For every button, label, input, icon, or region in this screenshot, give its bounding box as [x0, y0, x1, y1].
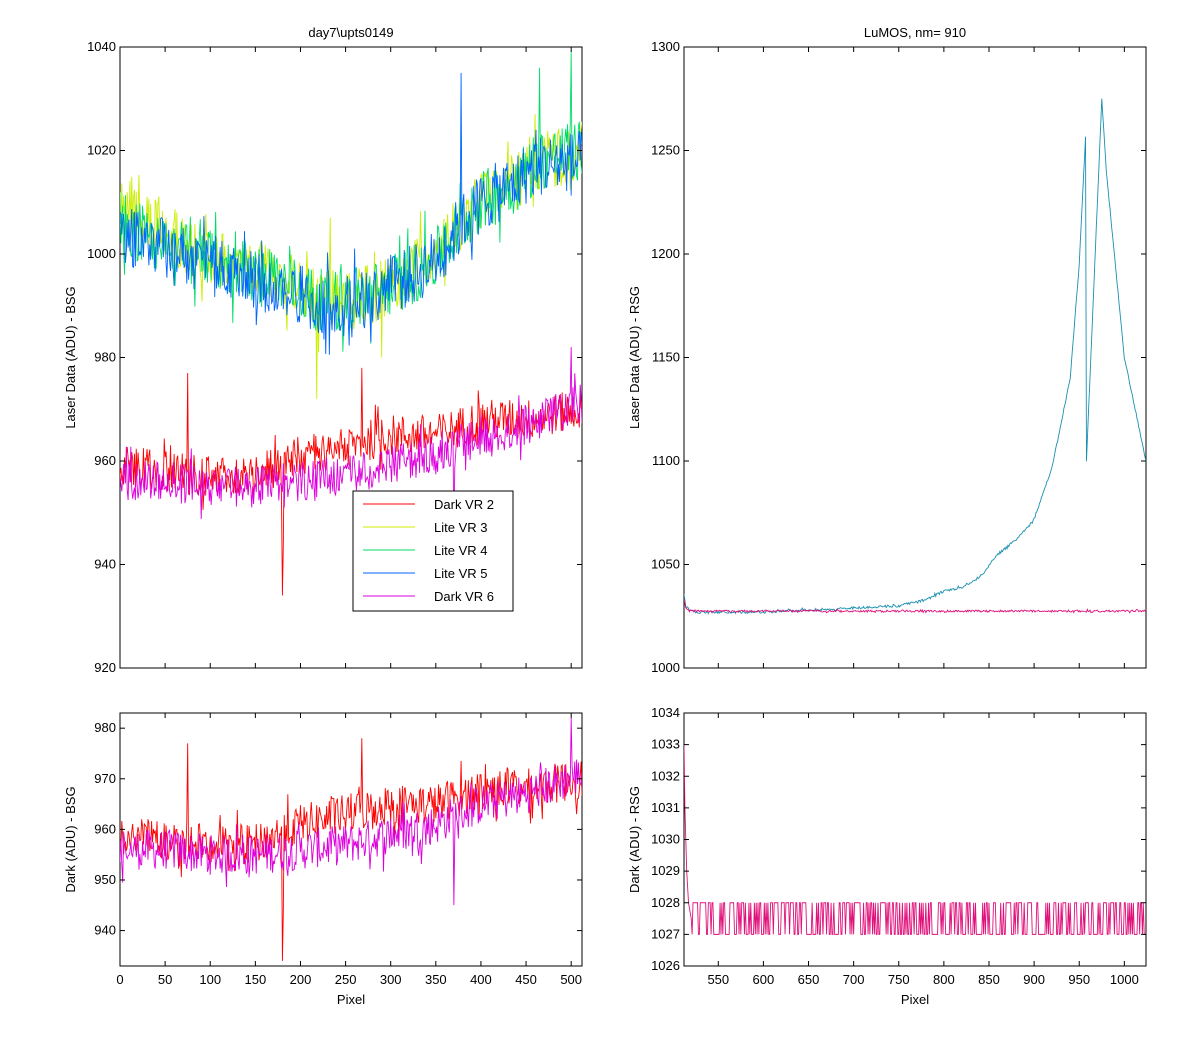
x-tick-label: 650: [798, 972, 820, 987]
x-tick-label: 150: [245, 972, 267, 987]
y-tick-label: 1150: [652, 350, 680, 365]
legend: Dark VR 2 Lite VR 3 Lite VR 4 Lite VR 5 Dark…: [352, 490, 514, 612]
y-tick-label: 960: [94, 453, 116, 468]
legend-entry-dark-vr-6: Dark VR 6: [434, 589, 494, 604]
y-tick-label: 1200: [651, 246, 680, 261]
x-tick-label: 350: [425, 972, 447, 987]
y-tick-label: 1030: [651, 832, 680, 847]
y-tick-label: 1029: [651, 863, 680, 878]
x-axis-label: Pixel: [337, 992, 365, 1007]
y-tick-label: 1028: [651, 895, 680, 910]
series-line-s0: [684, 98, 1146, 615]
legend-entry-dark-vr-2: Dark VR 2: [434, 497, 494, 512]
x-tick-label: 900: [1023, 972, 1045, 987]
x-tick-label: 0: [116, 972, 123, 987]
y-tick-label: 1050: [651, 557, 680, 572]
legend-entry-lite-vr-5: Lite VR 5: [434, 566, 487, 581]
y-tick-label: 950: [94, 872, 116, 887]
plot-series: [684, 98, 1146, 615]
x-tick-label: 450: [515, 972, 537, 987]
plot-area: [119, 712, 583, 967]
plot-series: [120, 718, 582, 961]
x-axis-label: Pixel: [901, 992, 929, 1007]
series-line-dark-vr-6: [120, 347, 582, 539]
x-tick-label: 800: [933, 972, 955, 987]
y-tick-label: 1000: [651, 660, 680, 675]
series-line-dark-vr-6: [120, 718, 582, 906]
y-tick-label: 1300: [651, 39, 680, 54]
x-tick-label: 1000: [1110, 972, 1139, 987]
y-tick-label: 980: [94, 720, 116, 735]
x-tick-label: 500: [560, 972, 582, 987]
y-tick-label: 980: [94, 350, 116, 365]
y-tick-label: 1026: [651, 958, 680, 973]
x-tick-label: 700: [843, 972, 865, 987]
y-tick-label: 1031: [651, 800, 680, 815]
x-tick-label: 250: [335, 972, 357, 987]
y-tick-label: 1032: [651, 768, 680, 783]
y-tick-label: 970: [94, 771, 116, 786]
y-tick-label: 960: [94, 821, 116, 836]
chart-title: LuMOS, nm= 910: [864, 25, 966, 40]
y-tick-label: 940: [94, 557, 116, 572]
x-tick-label: 200: [290, 972, 312, 987]
legend-box: [352, 490, 514, 612]
axes-bottom-left: 0 50 100 150 200 250 300 350 400 450 500 940 950 960 9…: [63, 712, 583, 1007]
y-tick-label: 1020: [87, 143, 116, 158]
y-tick-label: 1000: [87, 246, 116, 261]
y-axis-label: Dark (ADU) - BSG: [63, 786, 78, 892]
chart-title: day7\upts0149: [308, 25, 393, 40]
x-tick-label: 50: [158, 972, 172, 987]
axes-bottom-right: 550 600 650 700 750 800 850 900 950 1000 1026 1027 1…: [627, 705, 1147, 1007]
y-tick-label: 1100: [652, 453, 680, 468]
legend-entry-lite-vr-3: Lite VR 3: [434, 520, 487, 535]
y-axis-label: Laser Data (ADU) - BSG: [63, 286, 78, 428]
x-tick-label: 300: [380, 972, 402, 987]
plot-area: [683, 46, 1147, 669]
y-tick-label: 1040: [87, 39, 116, 54]
series-line-lite-vr-5: [120, 72, 582, 355]
x-tick-label: 600: [753, 972, 775, 987]
x-tick-label: 750: [888, 972, 910, 987]
y-tick-label: 1033: [651, 737, 680, 752]
axes-top-left: 920 940 960 980 1000 1020 1040 day7\upts0149 Las…: [63, 25, 583, 675]
y-tick-label: 1034: [651, 705, 680, 720]
y-tick-label: 1250: [651, 143, 680, 158]
y-tick-label: 1027: [651, 926, 680, 941]
plot-series: [684, 744, 1146, 935]
x-tick-label: 850: [978, 972, 1000, 987]
x-tick-label: 550: [707, 972, 729, 987]
y-axis-label: Laser Data (ADU) - RSG: [627, 286, 642, 429]
y-tick-label: 940: [94, 923, 116, 938]
series-line-s1: [684, 598, 1146, 614]
x-tick-label: 950: [1068, 972, 1090, 987]
y-tick-label: 920: [94, 660, 116, 675]
series-line-dark-vr-2: [120, 367, 582, 596]
plot-series: [120, 52, 582, 596]
x-tick-label: 100: [199, 972, 221, 987]
x-tick-label: 400: [470, 972, 492, 987]
axes-top-right: 1000 1050 1100 1150 1200 1250 1300 LuMOS, nm= 9…: [627, 25, 1147, 675]
series-line-s0: [684, 744, 1146, 935]
y-axis-label: Dark (ADU) - RSG: [627, 786, 642, 893]
legend-entry-lite-vr-4: Lite VR 4: [434, 543, 487, 558]
